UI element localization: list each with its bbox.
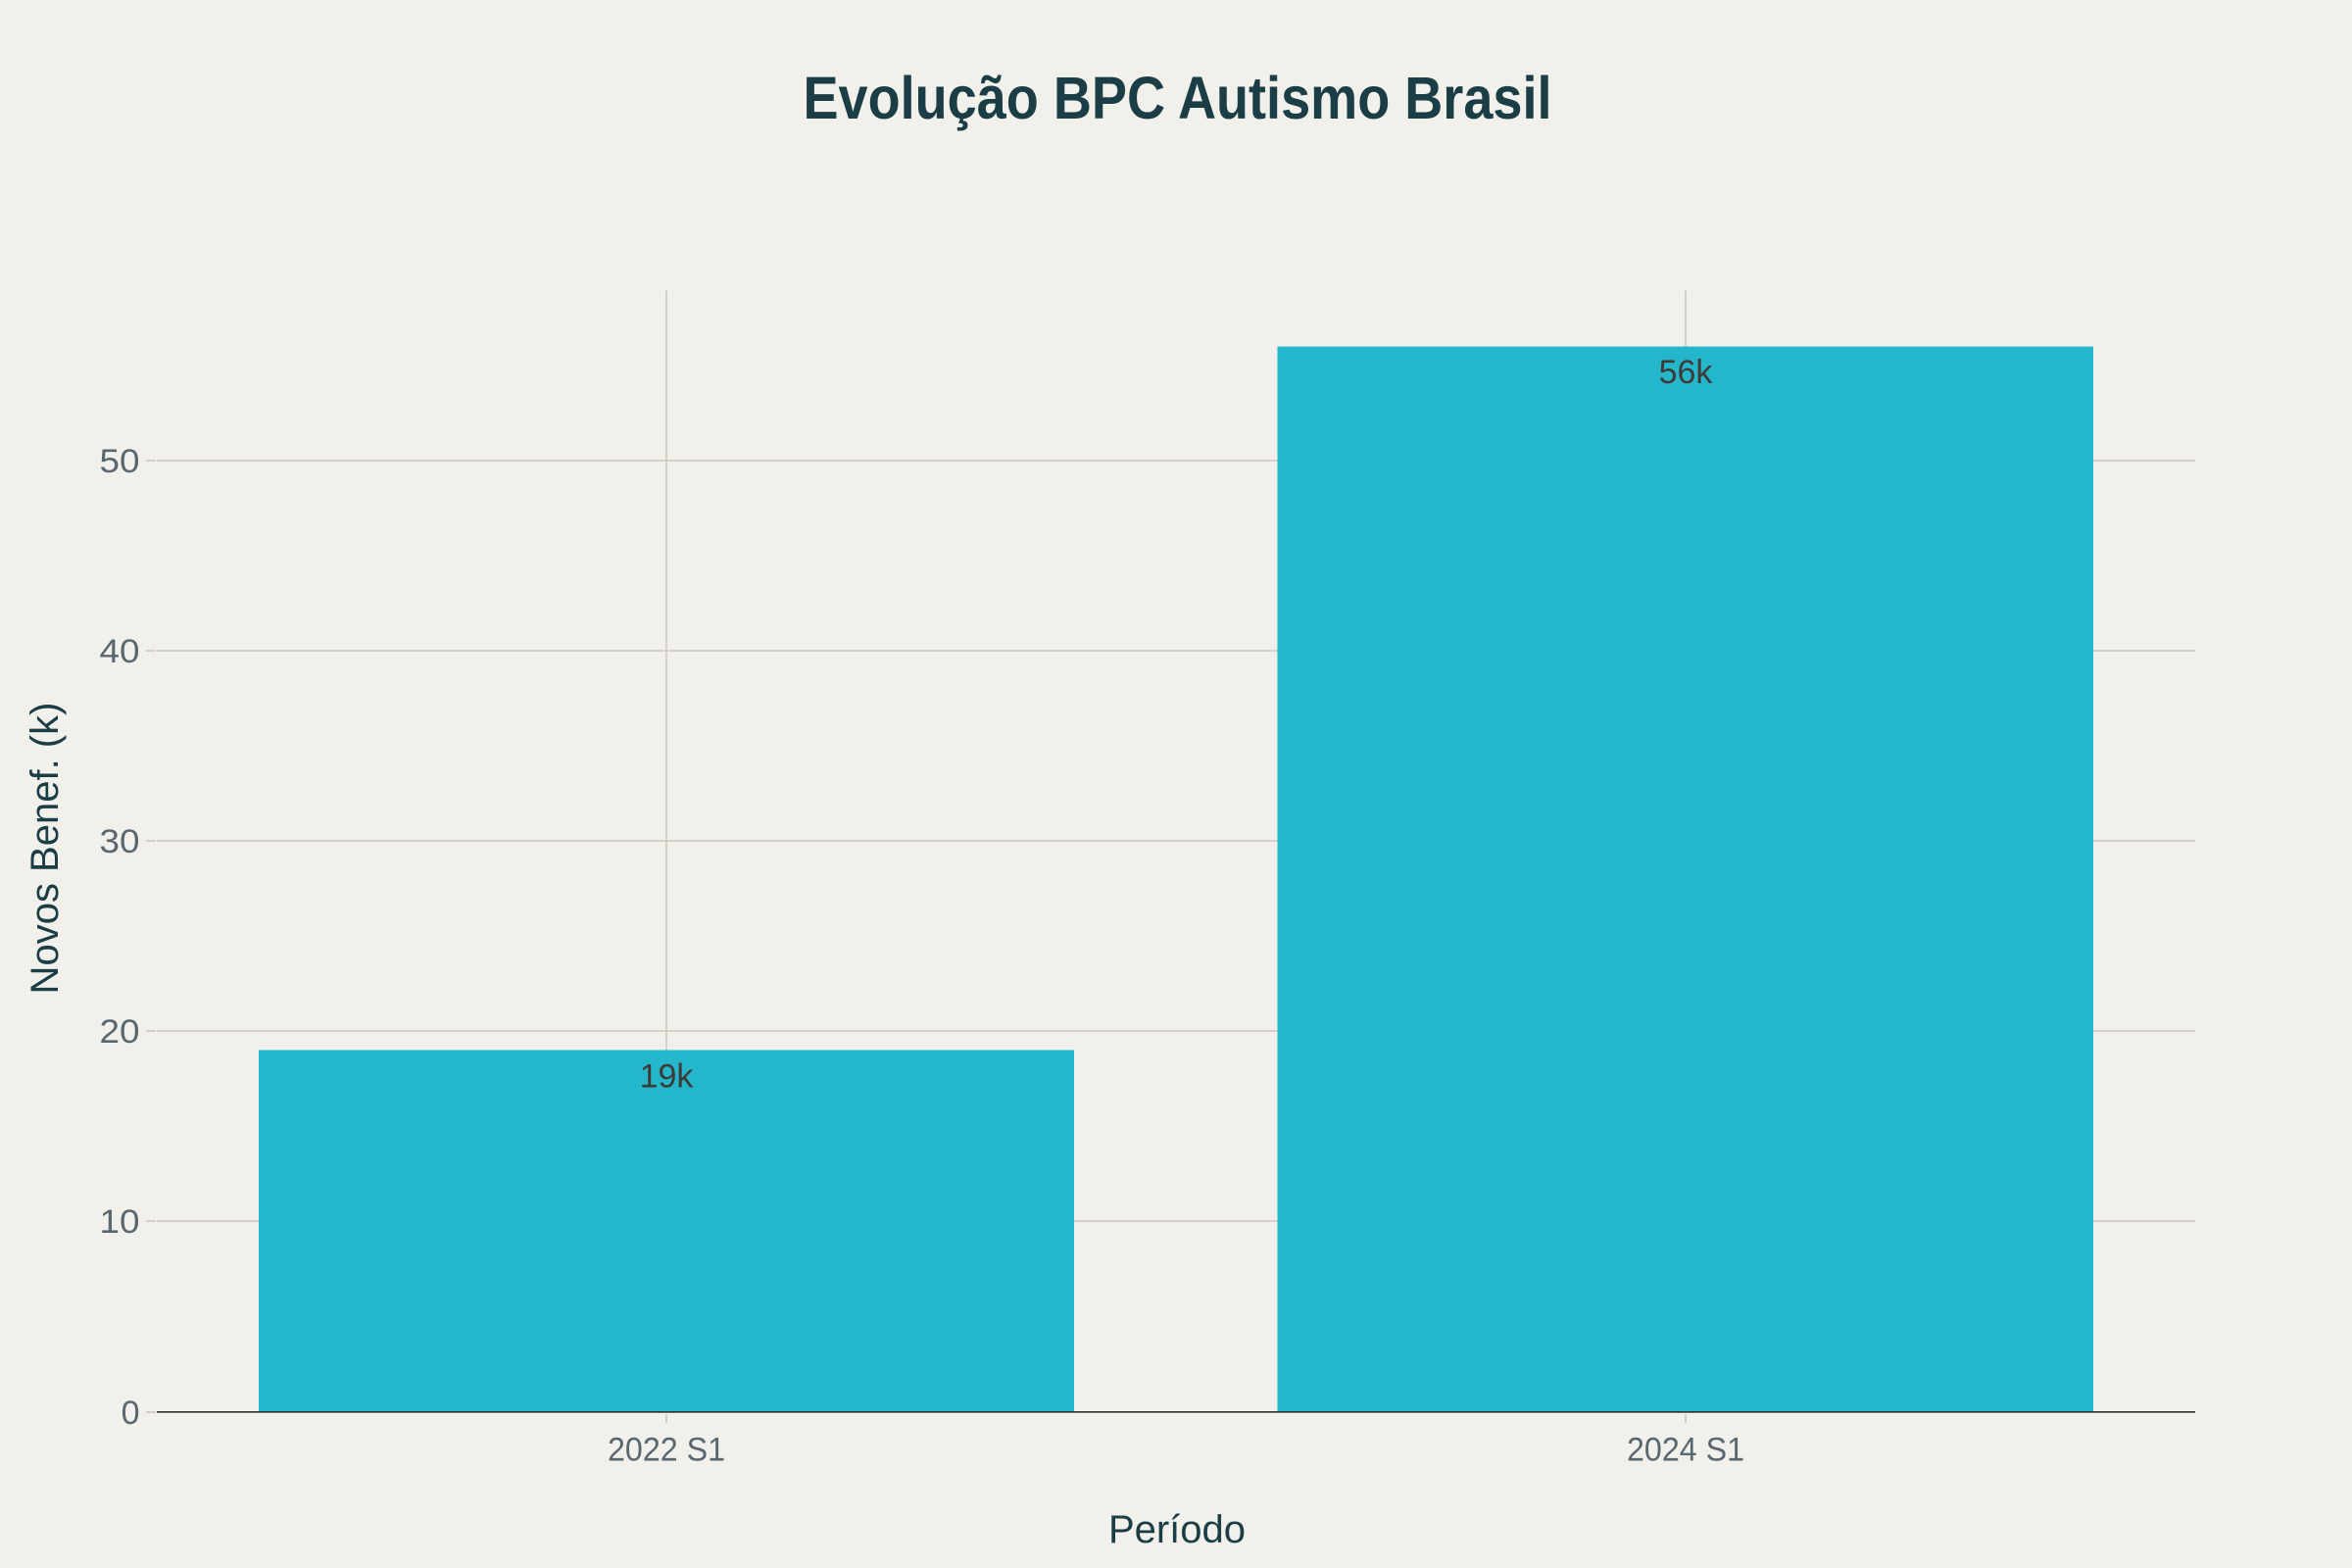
svg-text:19k: 19k	[640, 1058, 695, 1096]
svg-text:2022 S1: 2022 S1	[608, 1431, 725, 1468]
svg-text:0: 0	[122, 1395, 140, 1432]
svg-text:10: 10	[100, 1203, 140, 1241]
svg-text:Novos Benef. (k): Novos Benef. (k)	[24, 703, 67, 995]
svg-text:40: 40	[100, 633, 140, 670]
svg-text:56k: 56k	[1659, 354, 1714, 391]
svg-text:2024 S1: 2024 S1	[1627, 1431, 1744, 1468]
svg-text:Período: Período	[1108, 1508, 1246, 1551]
svg-text:Evolução BPC Autismo Brasil: Evolução BPC Autismo Brasil	[804, 65, 1552, 131]
svg-text:50: 50	[100, 443, 140, 480]
svg-text:20: 20	[100, 1013, 140, 1051]
svg-text:30: 30	[100, 823, 140, 860]
